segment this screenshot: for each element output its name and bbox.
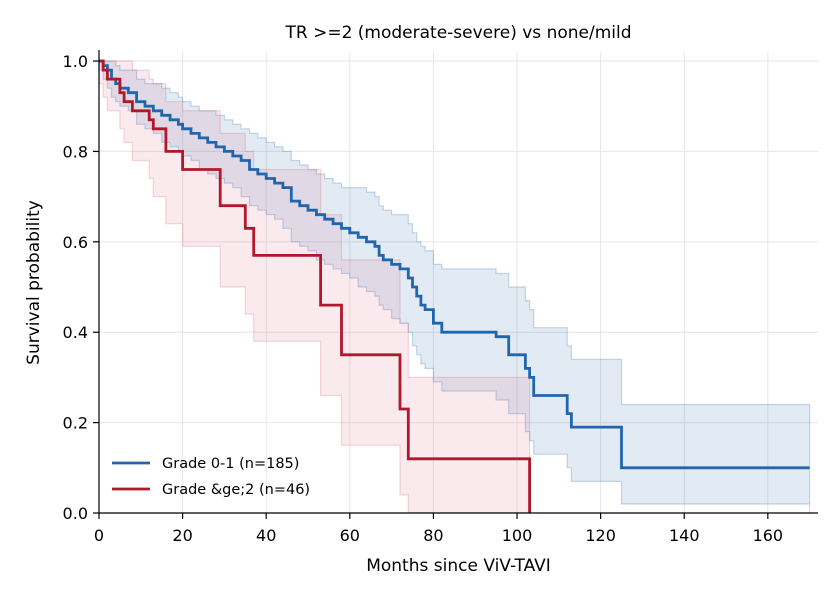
survival-line-2 [99, 59, 531, 513]
x-axis-label: Months since ViV-TAVI [366, 556, 551, 576]
survival-line-1 [99, 59, 810, 470]
x-tick-label: 0 [94, 526, 104, 545]
x-tick-label: 140 [669, 526, 700, 545]
y-tick-label: 0.6 [63, 233, 88, 252]
y-tick-label: 0.8 [63, 142, 88, 161]
legend-label-2: Grade &ge;2 (n=46) [162, 482, 310, 498]
x-tick-label: 80 [423, 526, 443, 545]
y-tick-label: 0.2 [63, 414, 88, 433]
y-tick-label: 0.0 [63, 504, 88, 523]
x-tick-label: 160 [753, 526, 784, 545]
grid-lines [99, 52, 818, 513]
y-axis-ticks: 0.0 0.2 0.4 0.6 0.8 1.0 [63, 52, 99, 523]
confidence-band-1 [98, 60, 811, 513]
axes [98, 50, 818, 514]
legend: Grade 0-1 (n=185) Grade &ge;2 (n=46) [112, 456, 310, 498]
chart-title: TR >=2 (moderate-severe) vs none/mild [284, 23, 631, 43]
survival-curves [99, 59, 810, 513]
x-tick-label: 40 [256, 526, 276, 545]
x-tick-label: 20 [172, 526, 192, 545]
y-tick-label: 0.4 [63, 323, 88, 342]
y-tick-label: 1.0 [63, 52, 88, 71]
confidence-bands [98, 60, 811, 514]
x-tick-label: 60 [340, 526, 360, 545]
x-tick-label: 120 [585, 526, 616, 545]
x-tick-label: 100 [502, 526, 533, 545]
legend-label-1: Grade 0-1 (n=185) [162, 456, 299, 472]
y-axis-label: Survival probability [24, 200, 44, 365]
x-axis-ticks: 0 20 40 60 80 100 120 140 160 [94, 513, 783, 545]
